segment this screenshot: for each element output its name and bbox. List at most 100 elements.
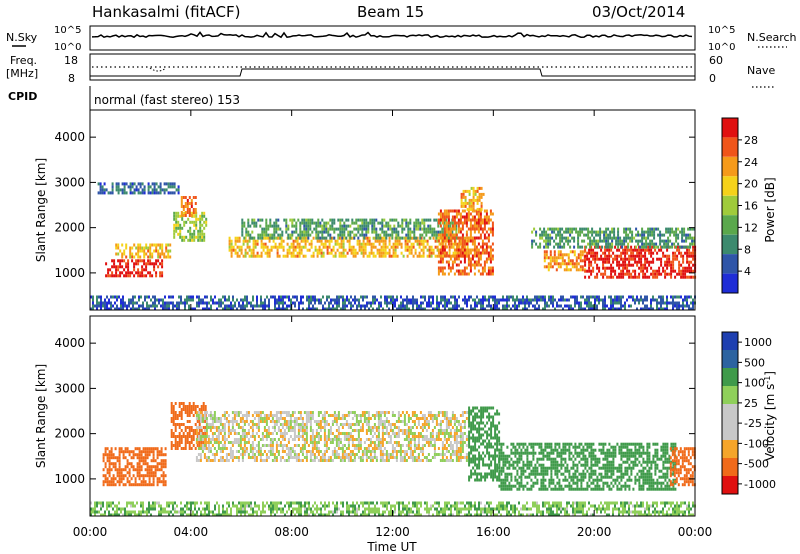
echo-cell: [130, 301, 132, 305]
echo-cell: [420, 301, 422, 305]
echo-cell: [372, 242, 375, 246]
echo-cell: [303, 236, 306, 240]
echo-cell: [364, 245, 367, 249]
echo-cell: [237, 426, 240, 429]
echo-cell: [149, 191, 152, 195]
echo-cell: [547, 236, 550, 240]
echo-cell: [593, 239, 596, 243]
echo-cell: [293, 224, 296, 228]
echo-cell: [434, 245, 437, 249]
echo-cell: [374, 298, 376, 302]
echo-cell: [658, 307, 660, 311]
echo-cell: [300, 239, 303, 243]
echo-cell: [225, 411, 228, 414]
echo-cell: [462, 298, 464, 302]
echo-cell: [138, 462, 141, 466]
echo-cell: [273, 423, 276, 426]
echo-cell: [205, 447, 208, 450]
echo-cell: [467, 272, 470, 276]
echo-cell: [287, 459, 290, 462]
echo-cell: [439, 209, 442, 213]
echo-cell: [466, 245, 469, 249]
echo-cell: [674, 295, 676, 299]
echo-cell: [607, 239, 610, 243]
echo-cell: [536, 295, 538, 299]
echo-cell: [472, 198, 475, 202]
echo-cell: [315, 456, 318, 459]
echo-cell: [123, 185, 126, 189]
echo-cell: [144, 474, 147, 478]
echo-cell: [586, 301, 588, 305]
echo-cell: [241, 414, 244, 417]
echo-cell: [116, 456, 119, 460]
echo-cell: [214, 301, 216, 305]
echo-cell: [291, 447, 294, 450]
echo-cell: [550, 295, 552, 299]
echo-cell: [217, 438, 220, 441]
echo-cell: [459, 218, 462, 222]
echo-cell: [175, 220, 178, 224]
echo-cell: [418, 304, 420, 308]
echo-cell: [298, 254, 301, 258]
echo-cell: [283, 420, 286, 423]
echo-cell: [174, 304, 176, 308]
echo-cell: [427, 227, 430, 231]
echo-cell: [459, 212, 462, 216]
echo-cell: [117, 252, 120, 256]
echo-cell: [233, 417, 236, 420]
echo-cell: [230, 304, 232, 308]
echo-cell: [223, 441, 226, 444]
echo-cell: [198, 429, 201, 432]
echo-cell: [201, 450, 204, 453]
echo-cell: [174, 441, 177, 444]
echo-cell: [220, 298, 222, 302]
echo-cell: [170, 411, 173, 414]
echo-cell: [199, 414, 202, 417]
echo-cell: [641, 242, 644, 246]
echo-cell: [341, 236, 344, 240]
echo-cell: [612, 301, 614, 305]
echo-cell: [360, 295, 362, 299]
echo-cell: [365, 227, 368, 231]
echo-cell: [358, 304, 360, 308]
echo-cell: [632, 254, 635, 258]
echo-cell: [170, 417, 173, 420]
echo-cell: [481, 269, 484, 273]
echo-cell: [246, 295, 248, 299]
echo-cell: [628, 295, 630, 299]
echo-cell: [335, 414, 338, 417]
echo-cell: [630, 304, 632, 308]
echo-cell: [274, 242, 277, 246]
echo-cell: [432, 251, 435, 255]
echo-cell: [644, 254, 647, 258]
echo-cell: [387, 227, 390, 231]
echo-cell: [243, 429, 246, 432]
echo-cell: [309, 429, 312, 432]
echo-cell: [491, 266, 494, 270]
echo-cell: [386, 245, 389, 249]
echo-cell: [275, 441, 278, 444]
echo-cell: [296, 242, 299, 246]
echo-cell: [145, 243, 148, 247]
echo-cell: [385, 224, 388, 228]
echo-cell: [259, 414, 262, 417]
echo-cell: [349, 456, 352, 459]
echo-cell: [184, 438, 187, 441]
echo-cell: [330, 239, 333, 243]
echo-cell: [654, 272, 657, 276]
echo-cell: [253, 459, 256, 462]
echo-cell: [162, 483, 165, 487]
echo-cell: [251, 450, 254, 453]
echo-cell: [219, 429, 222, 432]
echo-cell: [605, 236, 608, 240]
echo-cell: [455, 224, 458, 228]
echo-cell: [135, 271, 138, 275]
echo-cell: [617, 233, 620, 237]
echo-cell: [136, 453, 139, 457]
echo-cell: [653, 242, 656, 246]
echo-cell: [402, 307, 404, 311]
echo-cell: [127, 262, 130, 266]
echo-cell: [443, 254, 446, 258]
echo-cell: [364, 251, 367, 255]
echo-cell: [432, 295, 434, 299]
